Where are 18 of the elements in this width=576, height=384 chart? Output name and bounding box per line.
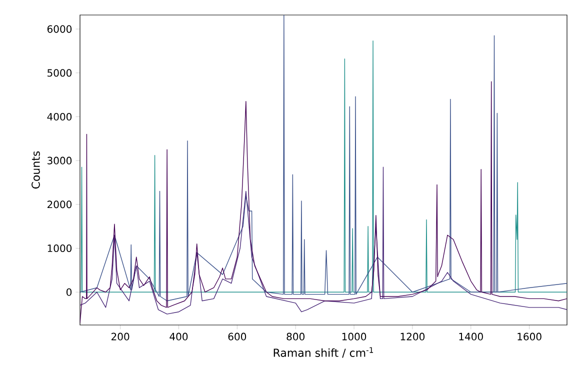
y-tick-label: 4000 — [47, 112, 72, 121]
y-tick-label: 3000 — [48, 156, 72, 164]
y-tick-label: 6000 — [47, 25, 72, 33]
y-axis-title: Counts — [32, 151, 40, 189]
y-tick-label: 2000 — [48, 200, 72, 208]
x-tick-label: 200 — [112, 332, 130, 340]
x-tick-label: 1000 — [342, 332, 366, 340]
line-series — [80, 166, 568, 314]
y-tick-label: 0 — [66, 288, 72, 296]
x-axis-title: Raman shift / cm$^{-1}$ — [274, 347, 374, 358]
x-tick-label: 1200 — [400, 332, 425, 340]
x-tick-label: 600 — [228, 332, 246, 340]
x-tick-label: 800 — [286, 332, 304, 340]
x-tick-label: 1400 — [459, 332, 483, 340]
y-tick-label: 1000 — [48, 244, 72, 252]
x-tick-label: 1600 — [518, 332, 542, 340]
y-tick-label: 5000 — [48, 69, 72, 77]
x-tick-label: 400 — [170, 332, 188, 340]
